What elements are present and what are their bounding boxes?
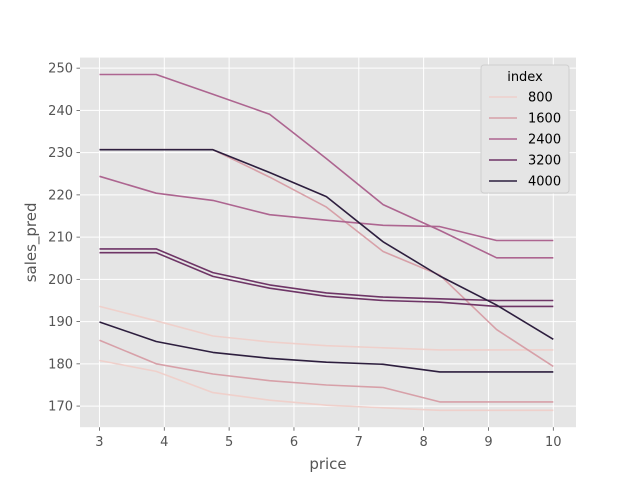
y-tick-label: 170	[48, 400, 73, 415]
series-line-800	[99, 359, 554, 412]
series-line-1600	[99, 339, 554, 403]
series-lines	[99, 73, 554, 412]
y-tick-label: 210	[48, 231, 73, 246]
legend-label-800: 800	[528, 91, 553, 106]
y-tick-label: 180	[48, 357, 73, 372]
series-line-3200	[99, 248, 554, 302]
y-tick-label: 250	[48, 62, 73, 77]
y-tick-label: 240	[48, 104, 73, 119]
x-tick-label: 7	[355, 435, 363, 450]
legend-title: index	[507, 70, 543, 85]
legend-label-4000: 4000	[528, 175, 561, 190]
y-tick-labels: 170 180 190 200 210 220 230 240 250	[48, 62, 80, 415]
x-tick-label: 10	[545, 435, 562, 450]
series-line-800	[99, 305, 554, 351]
y-tick-label: 190	[48, 315, 73, 330]
x-axis-label: price	[309, 455, 346, 473]
x-tick-label: 6	[290, 435, 298, 450]
y-axis-label: sales_pred	[22, 202, 41, 282]
x-tick-label: 3	[95, 435, 103, 450]
series-line-2400	[99, 175, 554, 242]
series-line-2400	[99, 73, 554, 259]
x-tick-label: 4	[160, 435, 168, 450]
legend-label-3200: 3200	[528, 154, 561, 169]
series-line-4000	[99, 148, 554, 340]
legend: index 800 1600 2400 3200 4000	[480, 64, 570, 194]
x-tick-label: 8	[419, 435, 427, 450]
legend-label-2400: 2400	[528, 133, 561, 148]
x-tick-labels: 3 4 5 6 7 8 9 10	[95, 427, 562, 450]
x-tick-label: 9	[484, 435, 492, 450]
y-tick-label: 220	[48, 188, 73, 203]
x-tick-label: 5	[225, 435, 233, 450]
series-line-4000	[99, 321, 554, 373]
legend-label-1600: 1600	[528, 112, 561, 127]
series-line-3200	[99, 251, 554, 308]
legend-items: 800 1600 2400 3200 4000	[489, 91, 561, 190]
y-tick-label: 230	[48, 146, 73, 161]
y-tick-label: 200	[48, 273, 73, 288]
